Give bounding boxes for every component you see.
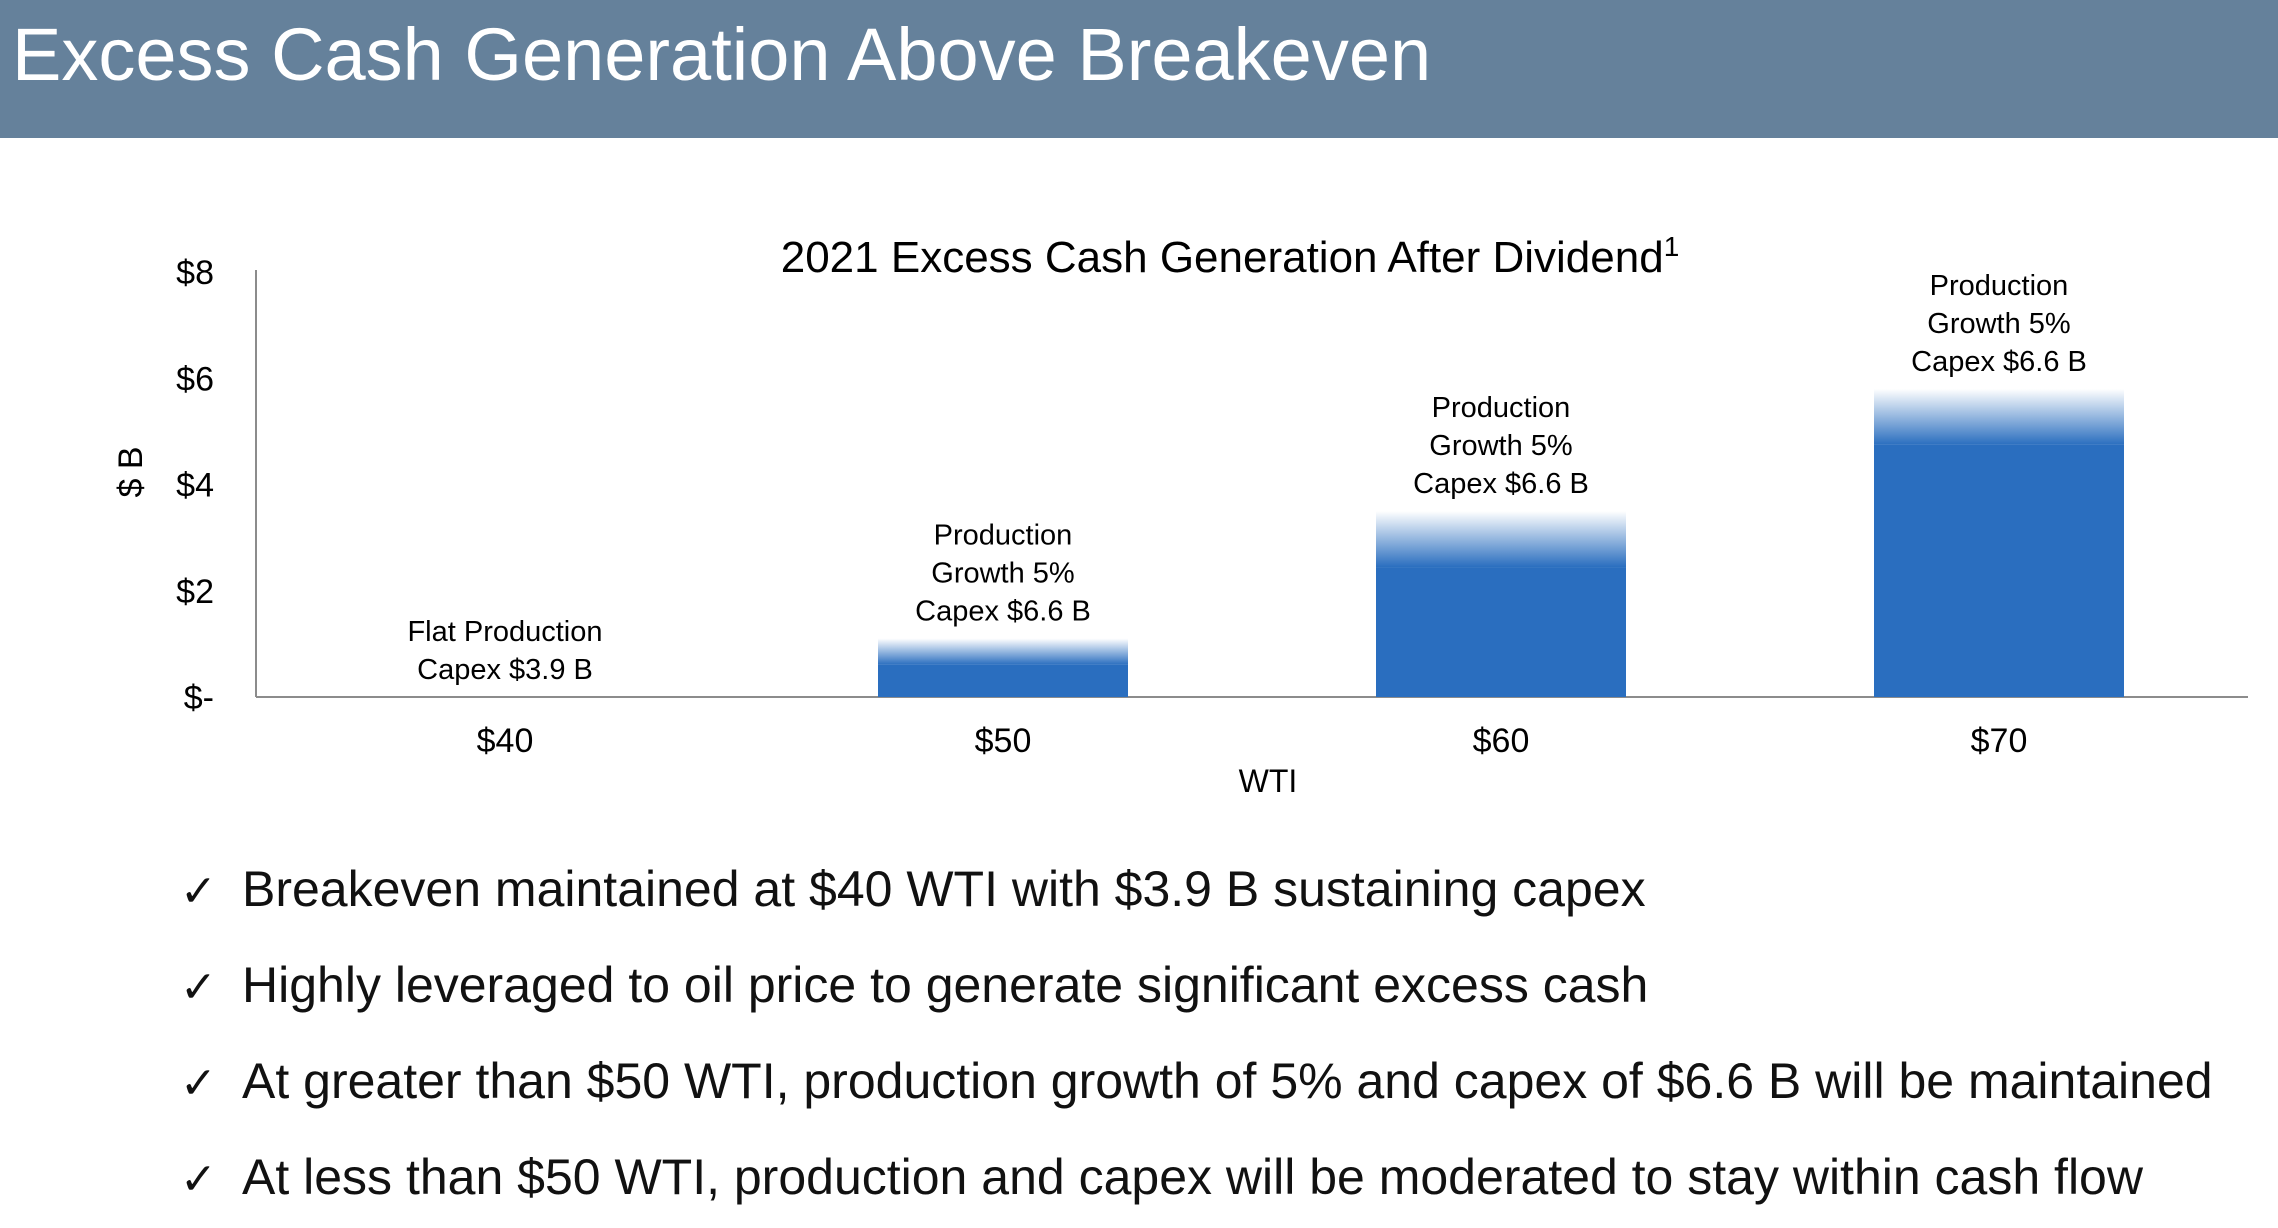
x-tick-label: $40 [477, 722, 534, 760]
data-label: Capex $6.6 B [915, 596, 1091, 628]
bullet-item: ✓ At less than $50 WTI, production and ca… [180, 1138, 2213, 1228]
bullet-text: Highly leveraged to oil price to generat… [242, 957, 1649, 1013]
y-axis-label: $ B [112, 446, 150, 497]
checkmark-icon: ✓ [180, 1155, 217, 1204]
header-bar: Excess Cash Generation Above Breakeven [0, 0, 2278, 138]
slide-title: Excess Cash Generation Above Breakeven [12, 13, 1432, 96]
bar-gradient-top [878, 638, 1128, 665]
x-tick-label: $70 [1971, 722, 2028, 760]
data-label: Flat Production [407, 616, 602, 648]
x-tick-label: $50 [975, 722, 1032, 760]
data-label: Capex $3.9 B [417, 654, 593, 686]
data-label: Capex $6.6 B [1413, 468, 1589, 500]
bar [1874, 444, 2124, 697]
bullet-item: ✓ Highly leveraged to oil price to genera… [180, 946, 2213, 1042]
bullet-text: At less than $50 WTI, production and cap… [242, 1149, 2143, 1205]
bar-gradient-top [1376, 511, 1626, 568]
bar [1376, 567, 1626, 697]
bullet-item: ✓ Breakeven maintained at $40 WTI with $3… [180, 850, 2213, 946]
y-tick-label: $- [184, 679, 214, 717]
bullet-list: ✓ Breakeven maintained at $40 WTI with $3… [180, 850, 2213, 1228]
bar-gradient-top [1874, 388, 2124, 445]
data-label: Production [1432, 392, 1571, 424]
bullet-text: Breakeven maintained at $40 WTI with $3.… [242, 861, 1646, 917]
data-label: Growth 5% [1429, 430, 1572, 462]
bar-chart: 2021 Excess Cash Generation After Divide… [112, 231, 2248, 799]
chart-title: 2021 Excess Cash Generation After Divide… [781, 231, 1680, 282]
checkmark-icon: ✓ [180, 1059, 217, 1108]
y-tick-label: $6 [176, 360, 214, 398]
bullet-text: At greater than $50 WTI, production grow… [242, 1053, 2213, 1109]
chart-title-text: 2021 Excess Cash Generation After Divide… [781, 233, 1664, 282]
checkmark-icon: ✓ [180, 963, 217, 1012]
y-tick-label: $2 [176, 573, 214, 611]
data-label: Growth 5% [931, 558, 1074, 590]
bar [878, 664, 1128, 697]
data-label: Growth 5% [1927, 308, 2070, 340]
chart-title-superscript: 1 [1664, 231, 1680, 262]
y-tick-label: $4 [176, 467, 214, 505]
data-label: Production [1930, 270, 2069, 302]
bullet-item: ✓ At greater than $50 WTI, production gro… [180, 1042, 2213, 1138]
y-tick-label: $8 [176, 254, 214, 292]
data-label: Capex $6.6 B [1911, 346, 2087, 378]
data-label: Production [934, 520, 1073, 552]
x-axis-label: WTI [1239, 763, 1298, 799]
checkmark-icon: ✓ [180, 867, 217, 916]
x-tick-label: $60 [1473, 722, 1530, 760]
